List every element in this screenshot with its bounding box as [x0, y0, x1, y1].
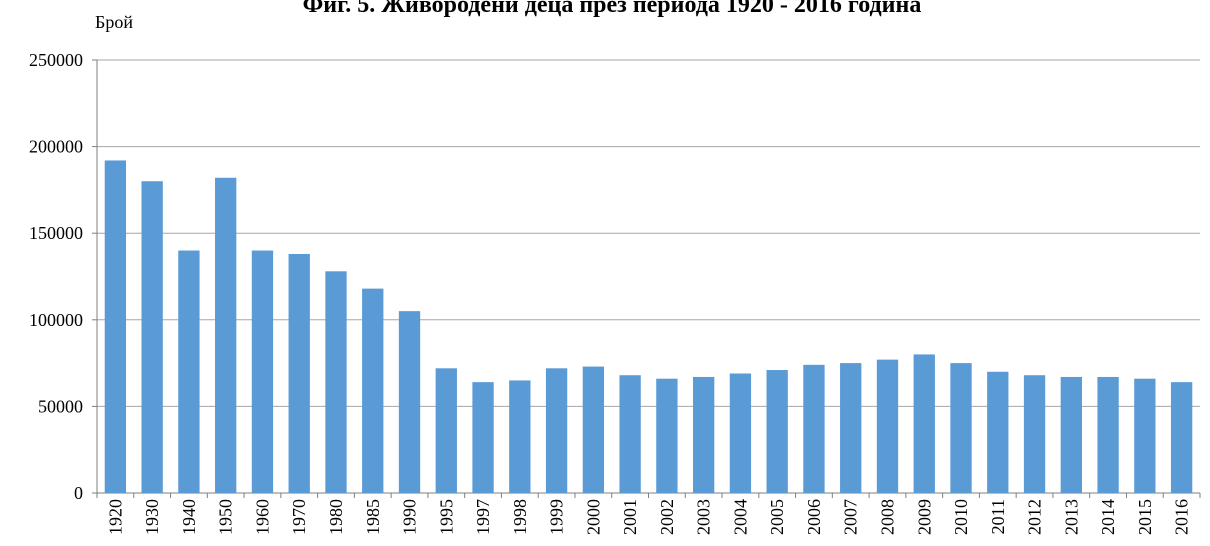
y-tick-label: 250000	[29, 50, 83, 70]
x-tick-label: 2014	[1098, 499, 1118, 535]
x-tick-label: 1970	[289, 499, 309, 535]
x-tick-label: 2001	[620, 499, 640, 535]
x-tick-label: 2007	[841, 499, 861, 535]
y-tick-label: 150000	[29, 223, 83, 243]
x-tick-label: 2003	[694, 499, 714, 535]
x-tick-label: 1990	[400, 499, 420, 535]
bar	[104, 160, 127, 493]
bar	[251, 250, 274, 493]
x-tick-label: 1940	[179, 499, 199, 535]
bar	[803, 364, 825, 493]
bar	[141, 181, 163, 494]
bar	[1060, 376, 1082, 493]
bar	[1170, 382, 1193, 493]
x-tick-label: 1920	[105, 499, 125, 535]
x-tick-label: 1999	[547, 499, 567, 535]
bar	[435, 368, 457, 493]
x-tick-label: 1985	[363, 499, 383, 535]
bar	[215, 177, 237, 493]
bar	[729, 373, 752, 493]
x-tick-label: 1980	[326, 499, 346, 535]
bar	[692, 376, 715, 493]
bar	[178, 250, 200, 493]
bar	[913, 354, 935, 493]
bar	[362, 288, 384, 493]
bar	[766, 370, 788, 493]
bar	[325, 271, 347, 493]
x-tick-label: 2008	[877, 499, 897, 535]
x-tick-label: 2005	[767, 499, 787, 535]
y-tick-label: 100000	[29, 310, 83, 330]
x-tick-label: 1950	[216, 499, 236, 535]
x-tick-label: 1960	[252, 499, 272, 535]
x-tick-label: 1995	[436, 499, 456, 535]
bar	[472, 382, 494, 493]
y-tick-label: 50000	[38, 396, 83, 416]
x-tick-label: 2004	[730, 499, 750, 535]
x-tick-label: 2013	[1061, 499, 1081, 535]
x-tick-label: 2011	[988, 499, 1008, 534]
y-tick-label: 200000	[29, 137, 83, 157]
bar	[1023, 375, 1046, 493]
bar	[398, 311, 421, 493]
bar	[1134, 378, 1156, 493]
bar	[987, 371, 1009, 493]
x-tick-label: 1998	[510, 499, 530, 535]
bar	[1097, 376, 1119, 493]
y-axis-label: Брой	[95, 12, 133, 32]
x-tick-label: 2010	[951, 499, 971, 535]
bar	[509, 380, 531, 493]
bar	[582, 366, 605, 493]
bar	[656, 378, 678, 493]
chart-title: Фиг. 5. Живородени деца през периода 192…	[303, 0, 922, 18]
bar	[545, 368, 568, 493]
x-tick-label: 2009	[914, 499, 934, 535]
x-tick-label: 2012	[1025, 499, 1045, 535]
bar	[876, 359, 899, 493]
bar	[840, 363, 862, 493]
x-tick-label: 2016	[1172, 499, 1192, 535]
x-tick-label: 2015	[1135, 499, 1155, 535]
x-tick-label: 2000	[583, 499, 603, 535]
x-tick-label: 1930	[142, 499, 162, 535]
y-tick-label: 0	[74, 483, 83, 503]
bar	[619, 375, 641, 493]
x-tick-label: 1997	[473, 499, 493, 535]
bar	[288, 253, 310, 493]
x-tick-label: 2006	[804, 499, 824, 535]
x-tick-label: 2002	[657, 499, 677, 535]
bar	[950, 363, 972, 493]
